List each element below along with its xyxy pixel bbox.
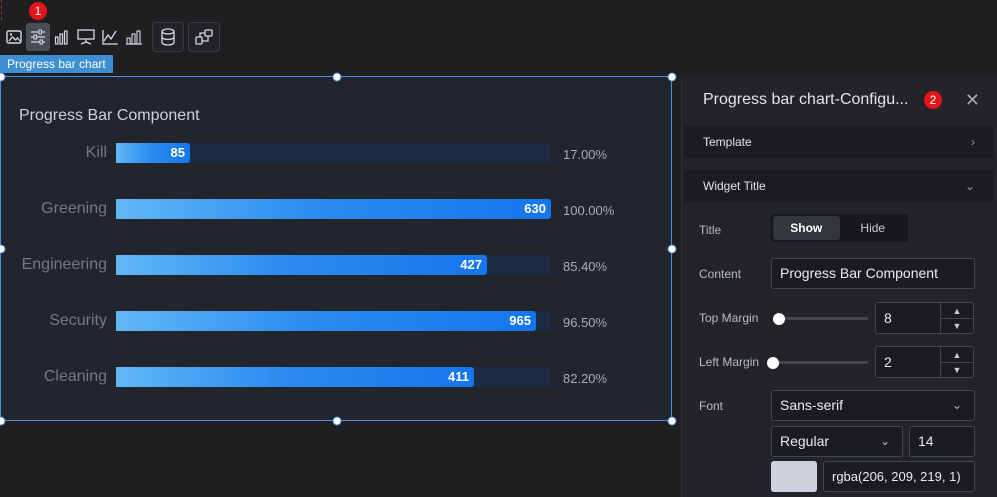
progress-fill: 427	[116, 255, 487, 275]
bar-chart-icon[interactable]	[50, 23, 74, 51]
progress-row: Engineering 427 85.40%	[1, 255, 673, 279]
category-label: Engineering	[21, 256, 107, 273]
progress-row: Security 965 96.50%	[1, 311, 673, 335]
step-badge-1: 1	[29, 2, 47, 20]
link-icon[interactable]	[188, 22, 220, 52]
left-margin-stepper[interactable]: 2 ▲ ▼	[875, 346, 974, 378]
increment-icon[interactable]: ▲	[952, 349, 962, 360]
config-panel: Progress bar chart-Configu... ✕ 2 Templa…	[681, 77, 997, 497]
progress-track: 411	[116, 367, 551, 387]
resize-handle-top[interactable]	[332, 72, 342, 82]
chevron-down-icon: ⌄	[879, 434, 890, 448]
progress-track: 85	[116, 143, 551, 163]
image-icon[interactable]	[2, 23, 26, 51]
resize-handle-bottom-right[interactable]	[667, 416, 677, 426]
progress-fill: 411	[116, 367, 474, 387]
progress-track: 427	[116, 255, 551, 275]
section-widget-title[interactable]: Widget Title ⌄	[684, 170, 993, 202]
progress-bar-widget[interactable]: Progress Bar Component Kill 85 17.00% Green…	[0, 72, 677, 426]
progress-row: Greening 630 100.00%	[1, 199, 673, 223]
font-color-input[interactable]: rgba(206, 209, 219, 1)	[823, 461, 975, 492]
panel-title: Progress bar chart-Configu...	[703, 91, 909, 108]
section-template-label: Template	[703, 135, 752, 149]
guide-line	[1, 0, 2, 20]
top-margin-stepper[interactable]: 8 ▲ ▼	[875, 302, 974, 334]
value-label: 427	[460, 257, 482, 272]
progress-fill: 965	[116, 311, 536, 331]
resize-handle-bottom-left[interactable]	[0, 416, 6, 426]
value-label: 85	[170, 145, 185, 160]
chevron-right-icon: ›	[971, 135, 975, 149]
category-label: Kill	[85, 144, 107, 161]
widget-toolbar	[0, 22, 220, 52]
resize-handle-top-right[interactable]	[667, 72, 677, 82]
line-axes-icon[interactable]	[98, 23, 122, 51]
chevron-down-icon: ⌄	[951, 398, 962, 412]
title-visibility-toggle: Show Hide	[771, 214, 908, 242]
top-margin-label: Top Margin	[699, 311, 759, 325]
percent-label: 96.50%	[563, 315, 608, 330]
category-label: Security	[49, 312, 107, 329]
content-label: Content	[699, 267, 742, 281]
percent-label: 85.40%	[563, 259, 608, 274]
resize-handle-left[interactable]	[0, 244, 6, 254]
settings-sliders-icon[interactable]	[26, 23, 50, 51]
percent-label: 82.20%	[563, 371, 608, 386]
font-size-input[interactable]: 14	[909, 426, 975, 457]
progress-track: 630	[116, 199, 551, 219]
title-label: Title	[699, 223, 722, 237]
progress-fill: 85	[116, 143, 190, 163]
left-margin-label: Left Margin	[699, 355, 760, 369]
font-label: Font	[699, 399, 724, 413]
value-label: 411	[448, 369, 469, 384]
step-badge-2: 2	[924, 91, 942, 109]
title-hide-button[interactable]: Hide	[860, 221, 886, 235]
font-color-swatch[interactable]	[771, 461, 817, 492]
selected-widget-tag: Progress bar chart	[0, 55, 113, 73]
percent-label: 17.00%	[563, 147, 608, 162]
progress-row: Cleaning 411 82.20%	[1, 367, 673, 391]
left-margin-slider-knob[interactable]	[767, 357, 779, 369]
progress-row: Kill 85 17.00%	[1, 143, 673, 167]
top-margin-arrows: ▲ ▼	[940, 303, 973, 333]
category-label: Greening	[41, 200, 107, 217]
chevron-down-icon: ⌄	[964, 179, 975, 193]
value-label: 630	[524, 201, 546, 216]
category-label: Cleaning	[43, 368, 107, 385]
section-template[interactable]: Template ›	[684, 126, 993, 158]
map-marker-icon[interactable]	[74, 23, 98, 51]
section-widget-title-label: Widget Title	[703, 179, 766, 193]
content-input[interactable]: Progress Bar Component	[771, 258, 975, 289]
progress-fill: 630	[116, 199, 551, 219]
left-margin-value[interactable]: 2	[884, 354, 892, 370]
title-show-button[interactable]: Show	[773, 216, 840, 240]
top-margin-value[interactable]: 8	[884, 310, 892, 326]
percent-label: 100.00%	[563, 203, 615, 218]
progress-track: 965	[116, 311, 551, 331]
close-icon[interactable]: ✕	[964, 90, 980, 110]
resize-handle-bottom[interactable]	[332, 416, 342, 426]
resize-handle-right[interactable]	[667, 244, 677, 254]
font-family-select[interactable]: Sans-serif ⌄	[771, 390, 975, 421]
increment-icon[interactable]: ▲	[952, 305, 962, 316]
left-margin-slider[interactable]	[778, 361, 868, 364]
column-chart-icon[interactable]	[122, 23, 146, 51]
top-margin-slider-knob[interactable]	[773, 313, 785, 325]
font-weight-value: Regular	[780, 433, 830, 449]
database-icon[interactable]	[152, 22, 184, 52]
panel-header: Progress bar chart-Configu... ✕	[682, 77, 997, 125]
widget-title: Progress Bar Component	[19, 107, 200, 124]
left-margin-arrows: ▲ ▼	[940, 347, 973, 377]
top-margin-slider[interactable]	[778, 317, 868, 320]
value-label: 965	[509, 313, 531, 328]
resize-handle-top-left[interactable]	[0, 72, 6, 82]
decrement-icon[interactable]: ▼	[941, 362, 973, 377]
font-family-value: Sans-serif	[780, 397, 844, 413]
decrement-icon[interactable]: ▼	[941, 318, 973, 333]
font-weight-select[interactable]: Regular ⌄	[771, 426, 903, 457]
